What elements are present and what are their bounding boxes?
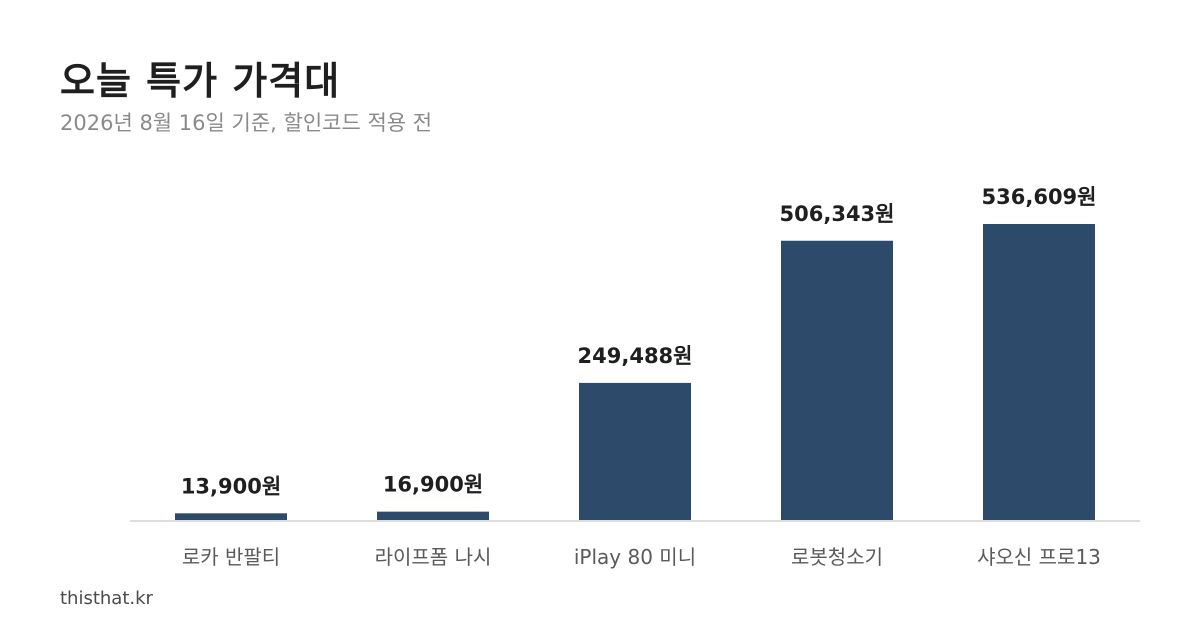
value-label-3: 249,488원 — [578, 344, 693, 368]
footer-brand: thisthat.kr — [60, 588, 153, 609]
category-label-5: 샤오신 프로13 — [977, 545, 1101, 569]
category-label-1: 로카 반팔티 — [182, 545, 280, 569]
value-label-2: 16,900원 — [383, 473, 483, 497]
bar-4 — [781, 240, 893, 521]
chart-title: 오늘 특가 가격대 — [60, 59, 341, 103]
bar-5 — [983, 224, 1095, 521]
value-label-1: 13,900원 — [181, 474, 281, 498]
chart-subtitle: 2026년 8월 16일 기준, 할인코드 적용 전 — [60, 111, 433, 135]
category-label-4: 로봇청소기 — [791, 545, 883, 569]
category-label-2: 라이프폼 나시 — [375, 545, 492, 569]
bar-1 — [175, 513, 287, 521]
bar-2 — [377, 511, 489, 521]
bar-3 — [579, 382, 691, 521]
category-label-3: iPlay 80 미니 — [574, 545, 696, 569]
bars-group — [175, 224, 1095, 521]
value-label-4: 506,343원 — [780, 202, 895, 226]
value-label-5: 536,609원 — [982, 185, 1097, 209]
